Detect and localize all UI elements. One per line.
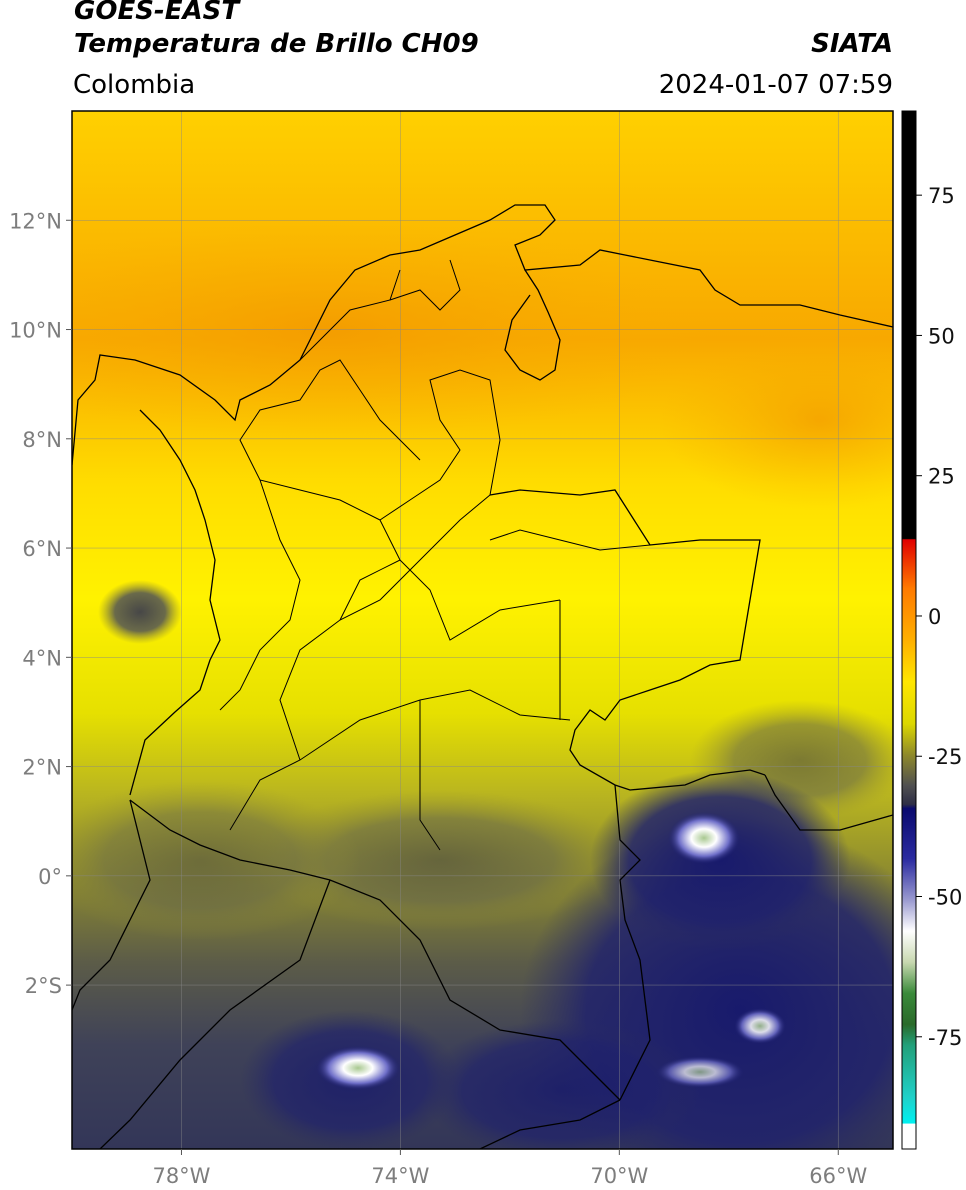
border-ecuador-peru [99,879,331,1149]
colorbar-tick-label: -75 [928,1026,962,1050]
border-venezuela-brazil [764,774,893,831]
department-borders [219,259,651,851]
coastline-ecuador [72,799,151,1011]
map-axis-labels: 78°W 74°W 70°W 66°W 12°N 10°N 8°N 6°N 4°N 2°N 0° 2°… [9,209,867,1188]
lat-tick-label: 2°S [25,974,62,998]
satellite-title: GOES-EAST [74,0,240,26]
lat-tick-label: 0° [38,865,62,889]
colorbar [902,111,916,1149]
border-colombia-venezuela [489,489,766,791]
map-frame [71,110,894,1150]
colorbar-frame [901,110,917,1150]
colorbar-tick-label: 50 [928,324,955,348]
product-title: Temperatura de Brillo CH09 [74,29,479,59]
lon-tick-label: 74°W [371,1164,429,1188]
lon-tick-label: 70°W [590,1164,648,1188]
lon-tick-label: 78°W [152,1164,210,1188]
lat-tick-label: 4°N [22,646,62,670]
lon-tick-label: 66°W [809,1164,867,1188]
region-label: Colombia [73,70,196,100]
lat-tick-label: 10°N [9,319,62,343]
brightness-temperature-field [72,111,893,1149]
lake-maracaibo [504,269,561,381]
lat-tick-label: 8°N [22,428,62,452]
border-colombia-peru [129,799,621,1101]
colorbar-tick-label: -25 [928,745,962,769]
coastline-pacific [129,409,221,796]
colorbar-tick-label: 25 [928,465,955,489]
lat-tick-label: 2°N [22,756,62,780]
colorbar-tick-label: 75 [928,184,955,208]
border-peru-brazil [479,1099,621,1149]
coastline-caribbean [72,204,893,466]
colorbar-ticks: 75 50 25 0 -25 -50 -75 [916,184,962,1050]
graticule [72,111,893,1149]
colorbar-tick-label: 0 [928,605,941,629]
org-label: SIATA [811,29,893,59]
lat-tick-label: 12°N [9,209,62,233]
datetime-label: 2024-01-07 07:59 [658,70,893,100]
border-colombia-brazil [614,784,651,1101]
lat-tick-label: 6°N [22,537,62,561]
coastline-and-borders [72,204,893,1149]
colorbar-tick-label: -50 [928,886,962,910]
